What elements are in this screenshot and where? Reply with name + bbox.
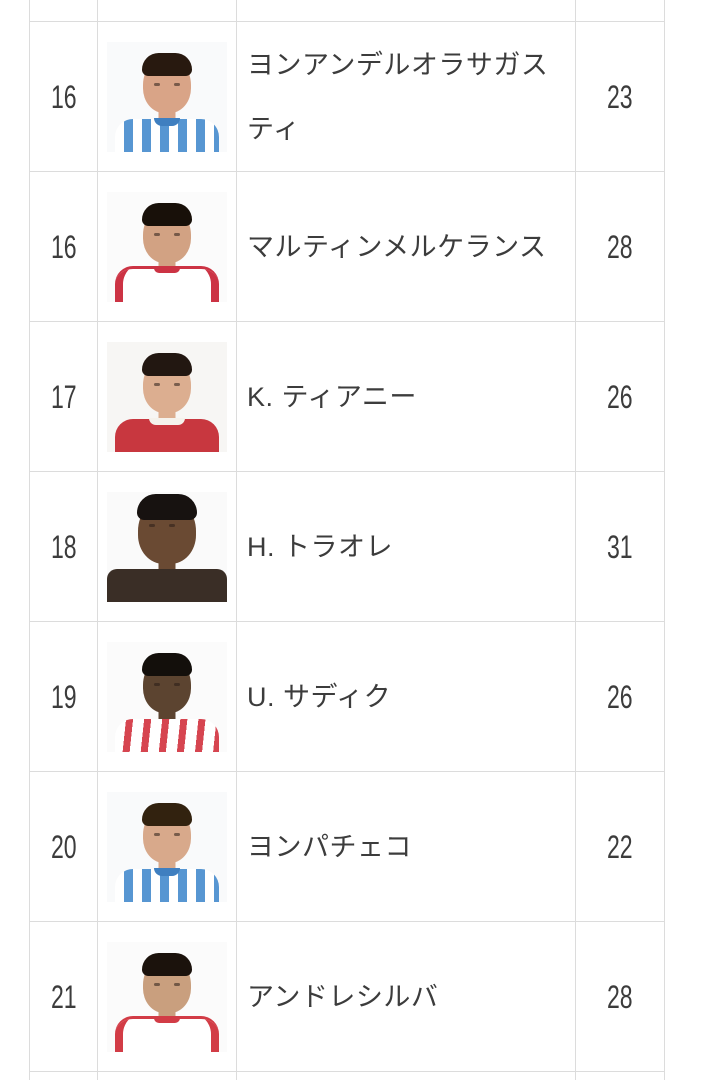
player-age-cell: 26 xyxy=(576,622,664,771)
player-age-cell: 31 xyxy=(576,472,664,621)
player-age-cell: 23 xyxy=(576,22,664,171)
table-row[interactable]: 17 K. ティアニー 26 xyxy=(30,322,664,472)
squad-table: 16 ヨンアンデルオラサガスティ 23 16 マルティンメルケランス 28 17 xyxy=(29,0,665,1080)
avatar-hair xyxy=(142,52,192,76)
player-photo-cell xyxy=(98,622,237,771)
avatar-hair xyxy=(142,202,192,226)
table-row[interactable]: 18 H. トラオレ 31 xyxy=(30,472,664,622)
player-number-cell: 16 xyxy=(30,22,98,171)
player-number-cell: 18 xyxy=(30,472,98,621)
player-number-cell: 19 xyxy=(30,622,98,771)
player-photo-cell xyxy=(98,172,237,321)
player-number: 16 xyxy=(50,78,77,115)
player-photo xyxy=(107,941,227,1052)
avatar-hair xyxy=(137,493,197,520)
player-age: 28 xyxy=(607,978,633,1015)
table-row[interactable]: 16 マルティンメルケランス 28 xyxy=(30,172,664,322)
table-row[interactable]: 20 ヨンパチェコ 22 xyxy=(30,772,664,922)
player-number: 16 xyxy=(50,228,77,265)
avatar-hair xyxy=(142,352,192,376)
player-name-cell: ヨンアンデルオラサガスティ xyxy=(237,22,576,171)
player-age-cell: 26 xyxy=(576,322,664,471)
player-photo xyxy=(107,41,227,152)
player-number: 17 xyxy=(50,378,77,415)
player-age-cell: 28 xyxy=(576,172,664,321)
player-age: 26 xyxy=(607,378,633,415)
player-photo-cell xyxy=(98,472,237,621)
player-number-cell: 17 xyxy=(30,322,98,471)
player-age-cell: 28 xyxy=(576,922,664,1071)
avatar-jersey xyxy=(115,718,219,752)
player-age: 28 xyxy=(607,228,633,265)
player-name-cell: U. サディク xyxy=(237,622,576,771)
empty-cell xyxy=(98,1072,237,1080)
avatar-jersey xyxy=(115,118,219,152)
player-photo-cell xyxy=(98,322,237,471)
empty-cell xyxy=(576,0,664,21)
player-photo-cell xyxy=(98,922,237,1071)
avatar-hair xyxy=(142,952,192,976)
player-age: 31 xyxy=(607,528,633,565)
avatar-hair xyxy=(142,802,192,826)
player-number: 19 xyxy=(50,678,77,715)
player-name-cell: K. ティアニー xyxy=(237,322,576,471)
empty-cell xyxy=(237,1072,576,1080)
player-name: マルティンメルケランス xyxy=(247,231,547,262)
player-photo xyxy=(107,791,227,902)
avatar-jersey xyxy=(115,418,219,452)
player-name: アンドレシルバ xyxy=(247,981,439,1012)
player-photo xyxy=(107,641,227,752)
avatar-jersey xyxy=(115,868,219,902)
player-number: 21 xyxy=(50,978,77,1015)
player-name-cell: マルティンメルケランス xyxy=(237,172,576,321)
empty-cell xyxy=(30,0,98,21)
player-name-cell: アンドレシルバ xyxy=(237,922,576,1071)
empty-cell xyxy=(98,0,237,21)
table-row[interactable]: 21 アンドレシルバ 28 xyxy=(30,922,664,1072)
player-number-cell: 20 xyxy=(30,772,98,921)
avatar-hair xyxy=(142,652,192,676)
player-photo-cell xyxy=(98,22,237,171)
player-photo xyxy=(107,191,227,302)
player-number-cell: 16 xyxy=(30,172,98,321)
player-name: ヨンパチェコ xyxy=(247,831,412,862)
table-row[interactable]: 16 ヨンアンデルオラサガスティ 23 xyxy=(30,22,664,172)
player-photo xyxy=(107,491,227,602)
table-row[interactable]: 19 U. サディク 26 xyxy=(30,622,664,772)
player-name: K. ティアニー xyxy=(247,381,417,412)
empty-cell xyxy=(576,1072,664,1080)
player-name: ヨンアンデルオラサガスティ xyxy=(247,49,549,144)
player-age: 26 xyxy=(607,678,633,715)
avatar-jersey xyxy=(115,1015,219,1052)
table-row-partial-bottom xyxy=(30,1072,664,1080)
table-row-partial-top xyxy=(30,0,664,22)
player-photo xyxy=(107,341,227,452)
player-photo-cell xyxy=(98,772,237,921)
avatar-jersey xyxy=(107,568,227,602)
player-number: 20 xyxy=(50,828,77,865)
player-name: U. サディク xyxy=(247,681,392,712)
player-age: 23 xyxy=(607,78,633,115)
player-name-cell: H. トラオレ xyxy=(237,472,576,621)
player-number: 18 xyxy=(50,528,77,565)
player-name-cell: ヨンパチェコ xyxy=(237,772,576,921)
player-number-cell: 21 xyxy=(30,922,98,1071)
avatar-jersey xyxy=(115,265,219,302)
empty-cell xyxy=(30,1072,98,1080)
empty-cell xyxy=(237,0,576,21)
player-age-cell: 22 xyxy=(576,772,664,921)
player-age: 22 xyxy=(607,828,633,865)
player-name: H. トラオレ xyxy=(247,531,394,562)
